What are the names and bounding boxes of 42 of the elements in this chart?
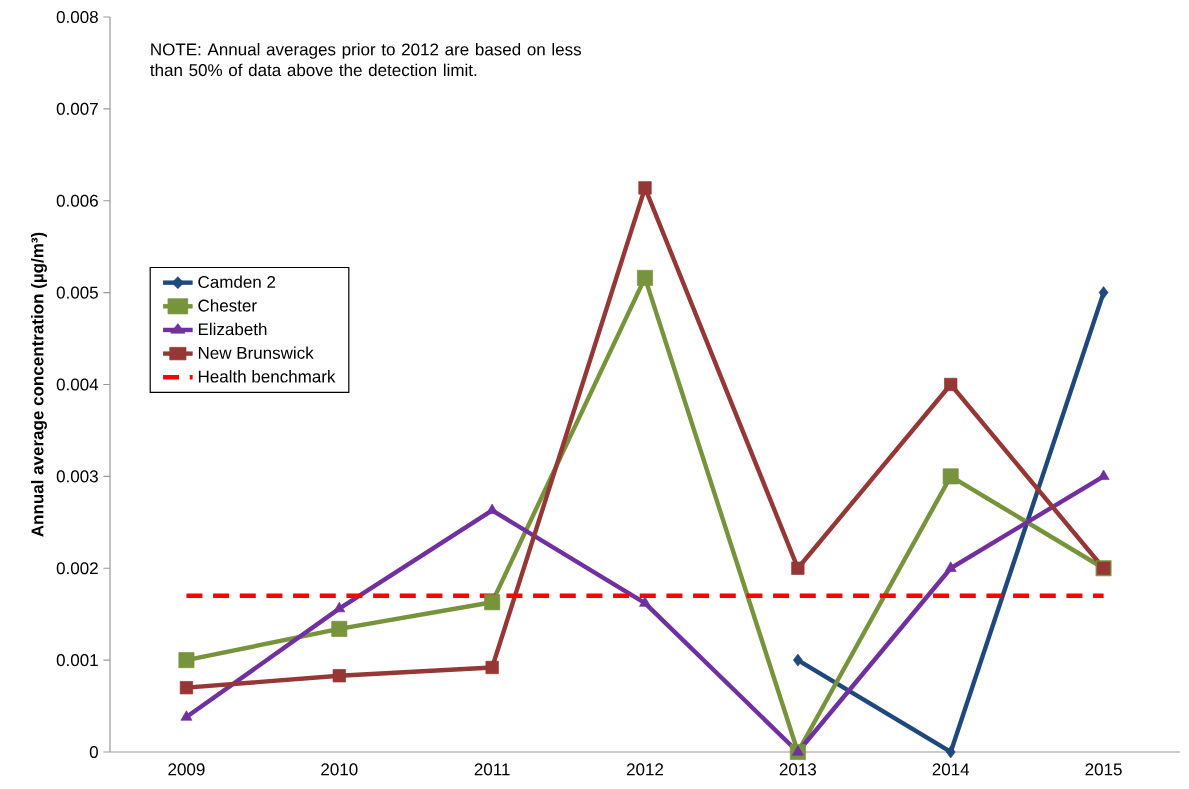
y-tick-label: 0.001 [56, 654, 98, 667]
y-tick-label: 0.002 [56, 562, 98, 575]
point [944, 561, 957, 572]
point [1098, 286, 1109, 299]
y-tick-label: 0.003 [56, 470, 98, 483]
point [793, 653, 803, 667]
point [942, 468, 959, 485]
legend-label: Elizabeth [198, 322, 267, 336]
point [639, 596, 651, 607]
point [484, 594, 501, 611]
point [791, 745, 804, 756]
x-tick-label: 2009 [168, 763, 205, 776]
point [944, 377, 958, 392]
point [945, 745, 956, 759]
y-tick-label: 0.004 [56, 378, 99, 391]
x-tick-label: 2011 [474, 763, 510, 776]
point [180, 710, 193, 721]
point [333, 601, 346, 613]
x-tick-label: 2010 [321, 763, 358, 776]
y-tick-label: 0.005 [56, 286, 98, 299]
point [179, 681, 194, 695]
point [638, 181, 652, 195]
x-tick-label: 2013 [779, 763, 816, 776]
point [637, 269, 653, 286]
y-axis-title: Annual average concentration (µg/m³) [31, 232, 47, 537]
legend-label: New Brunswick [198, 346, 314, 359]
point [178, 652, 195, 669]
annotation: NOTE: Annual averages prior to 2012 are based on less than 50% of data above the detection limit. [150, 42, 582, 77]
x-tick-label: 2014 [932, 763, 970, 776]
y-tick-label: 0.006 [56, 194, 98, 207]
x-tick-label: 2012 [626, 763, 664, 776]
legend-label: Health benchmark [198, 370, 336, 383]
point [485, 660, 499, 675]
point [331, 620, 348, 637]
legend-label: Chester [198, 299, 257, 312]
legend-label: Camden 2 [198, 275, 276, 288]
point [791, 561, 805, 575]
y-tick-label: 0.007 [56, 102, 98, 115]
point [332, 669, 346, 683]
y-tick-label: 0 [89, 745, 98, 759]
y-tick-label: 0.008 [56, 10, 98, 24]
x-tick-label: 2015 [1085, 763, 1122, 776]
